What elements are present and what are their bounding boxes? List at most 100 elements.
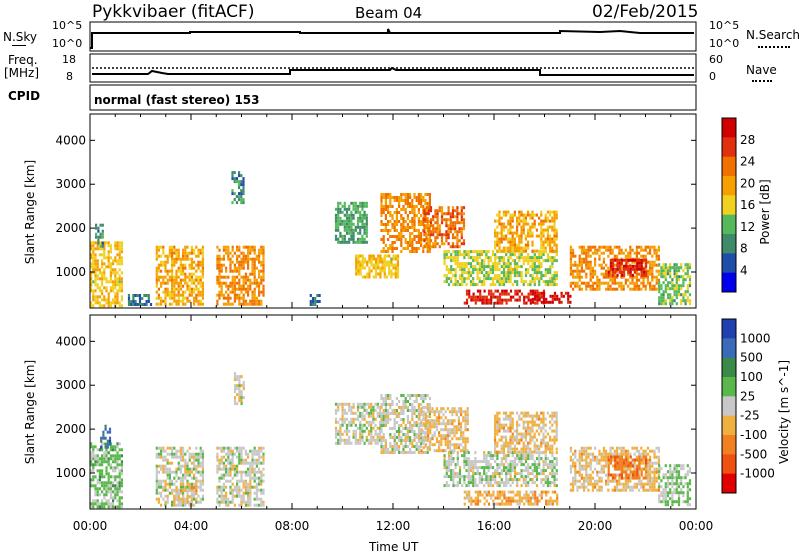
power-colorbar-swatch [722, 118, 736, 138]
freq-trace [92, 66, 694, 76]
freq-label: Freq. [8, 53, 38, 67]
velocity-colorbar-tick-label: 25 [740, 389, 755, 403]
time-xlabel: Time UT [369, 540, 419, 554]
power-data-patch [355, 254, 400, 279]
nave-label: Nave [746, 63, 777, 77]
velocity-xtick-label: 20:00 [578, 519, 613, 533]
power-ytick-label: 2000 [55, 221, 86, 235]
velocity-xtick-label: 00:00 [679, 519, 714, 533]
velocity-ytick-label: 3000 [55, 378, 86, 392]
power-data-patch [309, 294, 321, 306]
nsearch-tick-bottom: 10^0 [709, 37, 740, 50]
nsky-tick-bottom: 10^0 [52, 37, 83, 50]
nsky-trace [90, 28, 694, 49]
velocity-data-patch [90, 442, 123, 509]
velocity-data-patch [216, 446, 265, 507]
power-data-patch [155, 245, 204, 306]
velocity-colorbar-tick-label: 500 [740, 351, 763, 365]
freq-tick-top: 18 [62, 53, 76, 66]
velocity-colorbar-tick-label: 1000 [740, 331, 771, 345]
power-colorbar-swatch [722, 253, 736, 274]
nsky-label: N.Sky [3, 30, 38, 44]
power-colorbar-swatch [722, 195, 736, 216]
station-title: Pykkvibaer (fitACF) [92, 2, 255, 22]
nave-dotted-key [752, 80, 772, 82]
power-ytick-label: 1000 [55, 265, 86, 279]
velocity-ytick-label: 2000 [55, 422, 86, 436]
velocity-xtick-label: 16:00 [477, 519, 512, 533]
freq-panel-frame [89, 53, 697, 83]
velocity-colorbar-swatch [722, 415, 736, 436]
velocity-colorbar-tick-label: -100 [740, 428, 767, 442]
freq-unit-label: [MHz] [4, 66, 40, 80]
power-data-patch [494, 210, 558, 253]
velocity-colorbar-tick-label: 100 [740, 370, 763, 384]
velocity-yticks: 1000 2000 3000 4000 [55, 334, 696, 480]
power-colorbar-swatch [722, 214, 736, 235]
velocity-data-patch [100, 424, 112, 449]
cpid-text: normal (fast stereo) 153 [94, 93, 260, 107]
velocity-colorbar-swatch [722, 357, 736, 378]
velocity-colorbar-swatch [722, 454, 736, 475]
date-label: 02/Feb/2015 [592, 2, 699, 22]
freq-tick-bottom: 8 [66, 70, 73, 83]
velocity-xtick-label: 08:00 [275, 519, 310, 533]
beam-label: Beam 04 [355, 4, 423, 22]
power-data-patch [658, 263, 692, 306]
velocity-colorbar-swatch [722, 377, 736, 397]
power-colorbar-frame [721, 117, 737, 293]
nsky-panel-frame [89, 21, 697, 52]
power-data-patch [607, 258, 648, 277]
nsky-tick-top: 10^5 [52, 19, 83, 32]
power-colorbar-swatch [722, 234, 736, 254]
velocity-colorbar-swatch [722, 396, 736, 417]
nsearch-tick-top: 10^5 [709, 19, 740, 32]
velocity-xtick-label: 00:00 [73, 519, 108, 533]
power-colorbar-swatch [722, 176, 736, 196]
velocity-data-patch [155, 446, 204, 507]
nsearch-dotted-key [758, 46, 790, 48]
power-colorbar-swatch [722, 156, 736, 177]
power-ytick-label: 4000 [55, 133, 86, 147]
velocity-colorbar-tick-label: -25 [740, 409, 760, 423]
velocity-colorbar-tick-label: -1000 [740, 467, 775, 481]
velocity-data-patch [334, 402, 382, 445]
velocity-data-patch [233, 372, 245, 406]
power-colorbar: 28 24 20 16 12 8 4 [721, 117, 755, 293]
power-colorbar-swatch [722, 137, 736, 158]
cpid-label: CPID [8, 89, 41, 103]
nave-tick-top: 60 [709, 53, 723, 66]
power-data-patch [90, 241, 123, 308]
velocity-data-patch [494, 411, 558, 454]
power-data-patch [531, 291, 572, 304]
power-data-patch [463, 289, 546, 305]
velocity-data-patch [607, 455, 648, 480]
velocity-colorbar: 1000 500 100 25 -25 -100 -500 -1000 [721, 318, 775, 494]
power-data-patch [443, 250, 558, 287]
power-data-patch [95, 223, 104, 248]
velocity-colorbar-swatch [722, 473, 736, 494]
velocity-data-patch [658, 464, 692, 507]
velocity-colorbar-frame [721, 318, 737, 494]
nsky-underline [12, 45, 26, 46]
velocity-data-patch [418, 407, 469, 453]
velocity-xtick-label: 12:00 [376, 519, 411, 533]
velocity-data-patch [463, 490, 559, 506]
power-data-patch [127, 294, 153, 306]
velocity-ytick-label: 1000 [55, 466, 86, 480]
power-data-patch [423, 206, 466, 249]
velocity-colorbar-swatch [722, 319, 736, 339]
velocity-data-patch [380, 394, 431, 454]
cpid-panel-frame [89, 84, 697, 111]
velocity-colorbar-swatch [722, 435, 736, 455]
velocity-colorbar-tick-label: -500 [740, 447, 767, 461]
power-colorbar-tick-label: 28 [740, 133, 755, 147]
power-colorbar-tick-label: 4 [740, 263, 748, 277]
power-colorbar-swatch [722, 272, 736, 293]
power-data-patch [380, 193, 431, 253]
power-ytick-label: 3000 [55, 177, 86, 191]
power-data-patch [231, 171, 245, 205]
power-colorbar-tick-label: 8 [740, 242, 748, 256]
velocity-data-patch [443, 451, 558, 488]
